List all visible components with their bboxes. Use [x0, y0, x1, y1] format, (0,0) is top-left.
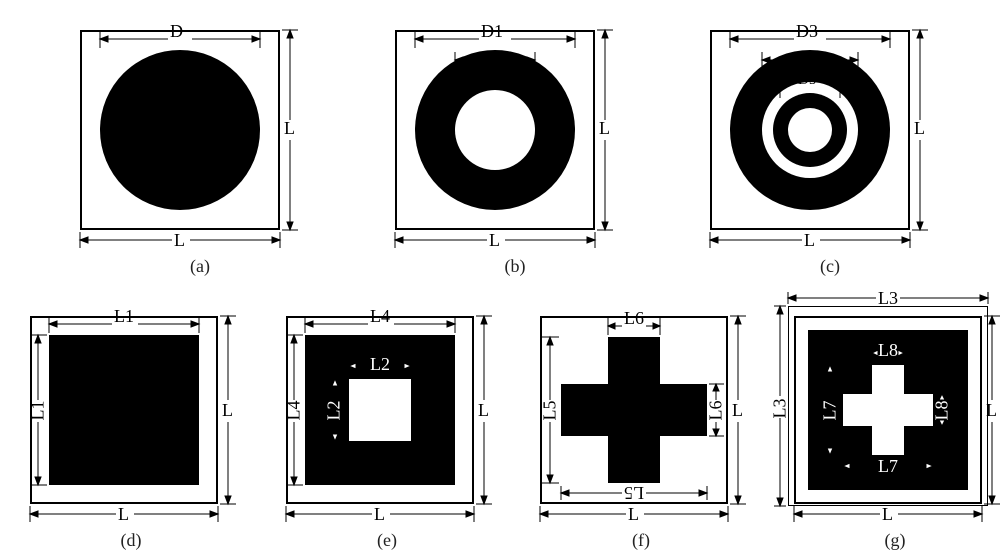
- label-L2-left: L2: [324, 401, 345, 421]
- label-L3-top: L3: [878, 288, 898, 309]
- label-D1: D1: [481, 21, 503, 42]
- caption-f: (f): [516, 530, 766, 551]
- dims-e: [262, 296, 512, 552]
- label-L8-top: L8: [878, 340, 898, 361]
- caption-a: (a): [50, 256, 350, 277]
- caption-d: (d): [6, 530, 256, 551]
- caption-g: (g): [770, 530, 1000, 551]
- label-L-h-g: L: [882, 504, 893, 525]
- dims-b: [365, 10, 665, 280]
- label-L4-left: L4: [284, 401, 305, 421]
- panel-a: D L L (a): [50, 10, 350, 280]
- label-L7-left: L7: [820, 401, 841, 421]
- label-D3: D3: [796, 21, 818, 42]
- caption-b: (b): [365, 256, 665, 277]
- figure-canvas: D L L (a): [0, 0, 1000, 556]
- label-L1-left: L1: [28, 401, 49, 421]
- label-L1-top: L1: [114, 306, 134, 327]
- panel-g: L3 L3 L8 L8 L7 L7 L L (g): [770, 290, 1000, 552]
- label-L-h-d: L: [118, 504, 129, 525]
- label-L-v-e: L: [478, 400, 489, 421]
- label-L-v-d: L: [222, 400, 233, 421]
- label-L-h-f: L: [628, 504, 639, 525]
- label-L8-right: L8: [932, 401, 953, 421]
- label-L7-bottom: L7: [878, 456, 898, 477]
- label-L-v-a: L: [284, 118, 295, 139]
- label-L-v-c: L: [914, 118, 925, 139]
- panel-c: D3 D4 D5 L L (c): [680, 10, 980, 280]
- label-D4: D4: [796, 50, 818, 71]
- panel-e: L4 L2 L2 L4 L L (e): [262, 296, 512, 552]
- label-L-h-e: L: [374, 504, 385, 525]
- panel-d: L1 L1 L L (d): [6, 296, 256, 552]
- dims-d: [6, 296, 256, 552]
- dims-f: [516, 296, 766, 552]
- panel-f: L6 L6 L5 L5 L L (f): [516, 296, 766, 552]
- dims-a: [50, 10, 350, 280]
- panel-b: D1 D2 L L (b): [365, 10, 665, 280]
- label-L6-top: L6: [624, 308, 644, 329]
- label-D5: D5: [798, 72, 816, 89]
- dims-c: [680, 10, 980, 280]
- label-L6-right: L6: [706, 401, 727, 421]
- label-L2-top: L2: [370, 354, 390, 375]
- label-L-h-a: L: [174, 230, 185, 251]
- label-D: D: [170, 21, 183, 42]
- label-L-v-g: L: [986, 400, 997, 421]
- label-L3-left: L3: [770, 399, 791, 419]
- label-L5-left: L5: [540, 401, 561, 421]
- label-L-v-f: L: [732, 400, 743, 421]
- label-L4-top: L4: [370, 306, 390, 327]
- label-L-v-b: L: [599, 118, 610, 139]
- label-L-h-b: L: [489, 230, 500, 251]
- label-L5-bottom: L5: [624, 482, 644, 503]
- caption-e: (e): [262, 530, 512, 551]
- label-L-h-c: L: [804, 230, 815, 251]
- caption-c: (c): [680, 256, 980, 277]
- label-D2: D2: [481, 50, 503, 71]
